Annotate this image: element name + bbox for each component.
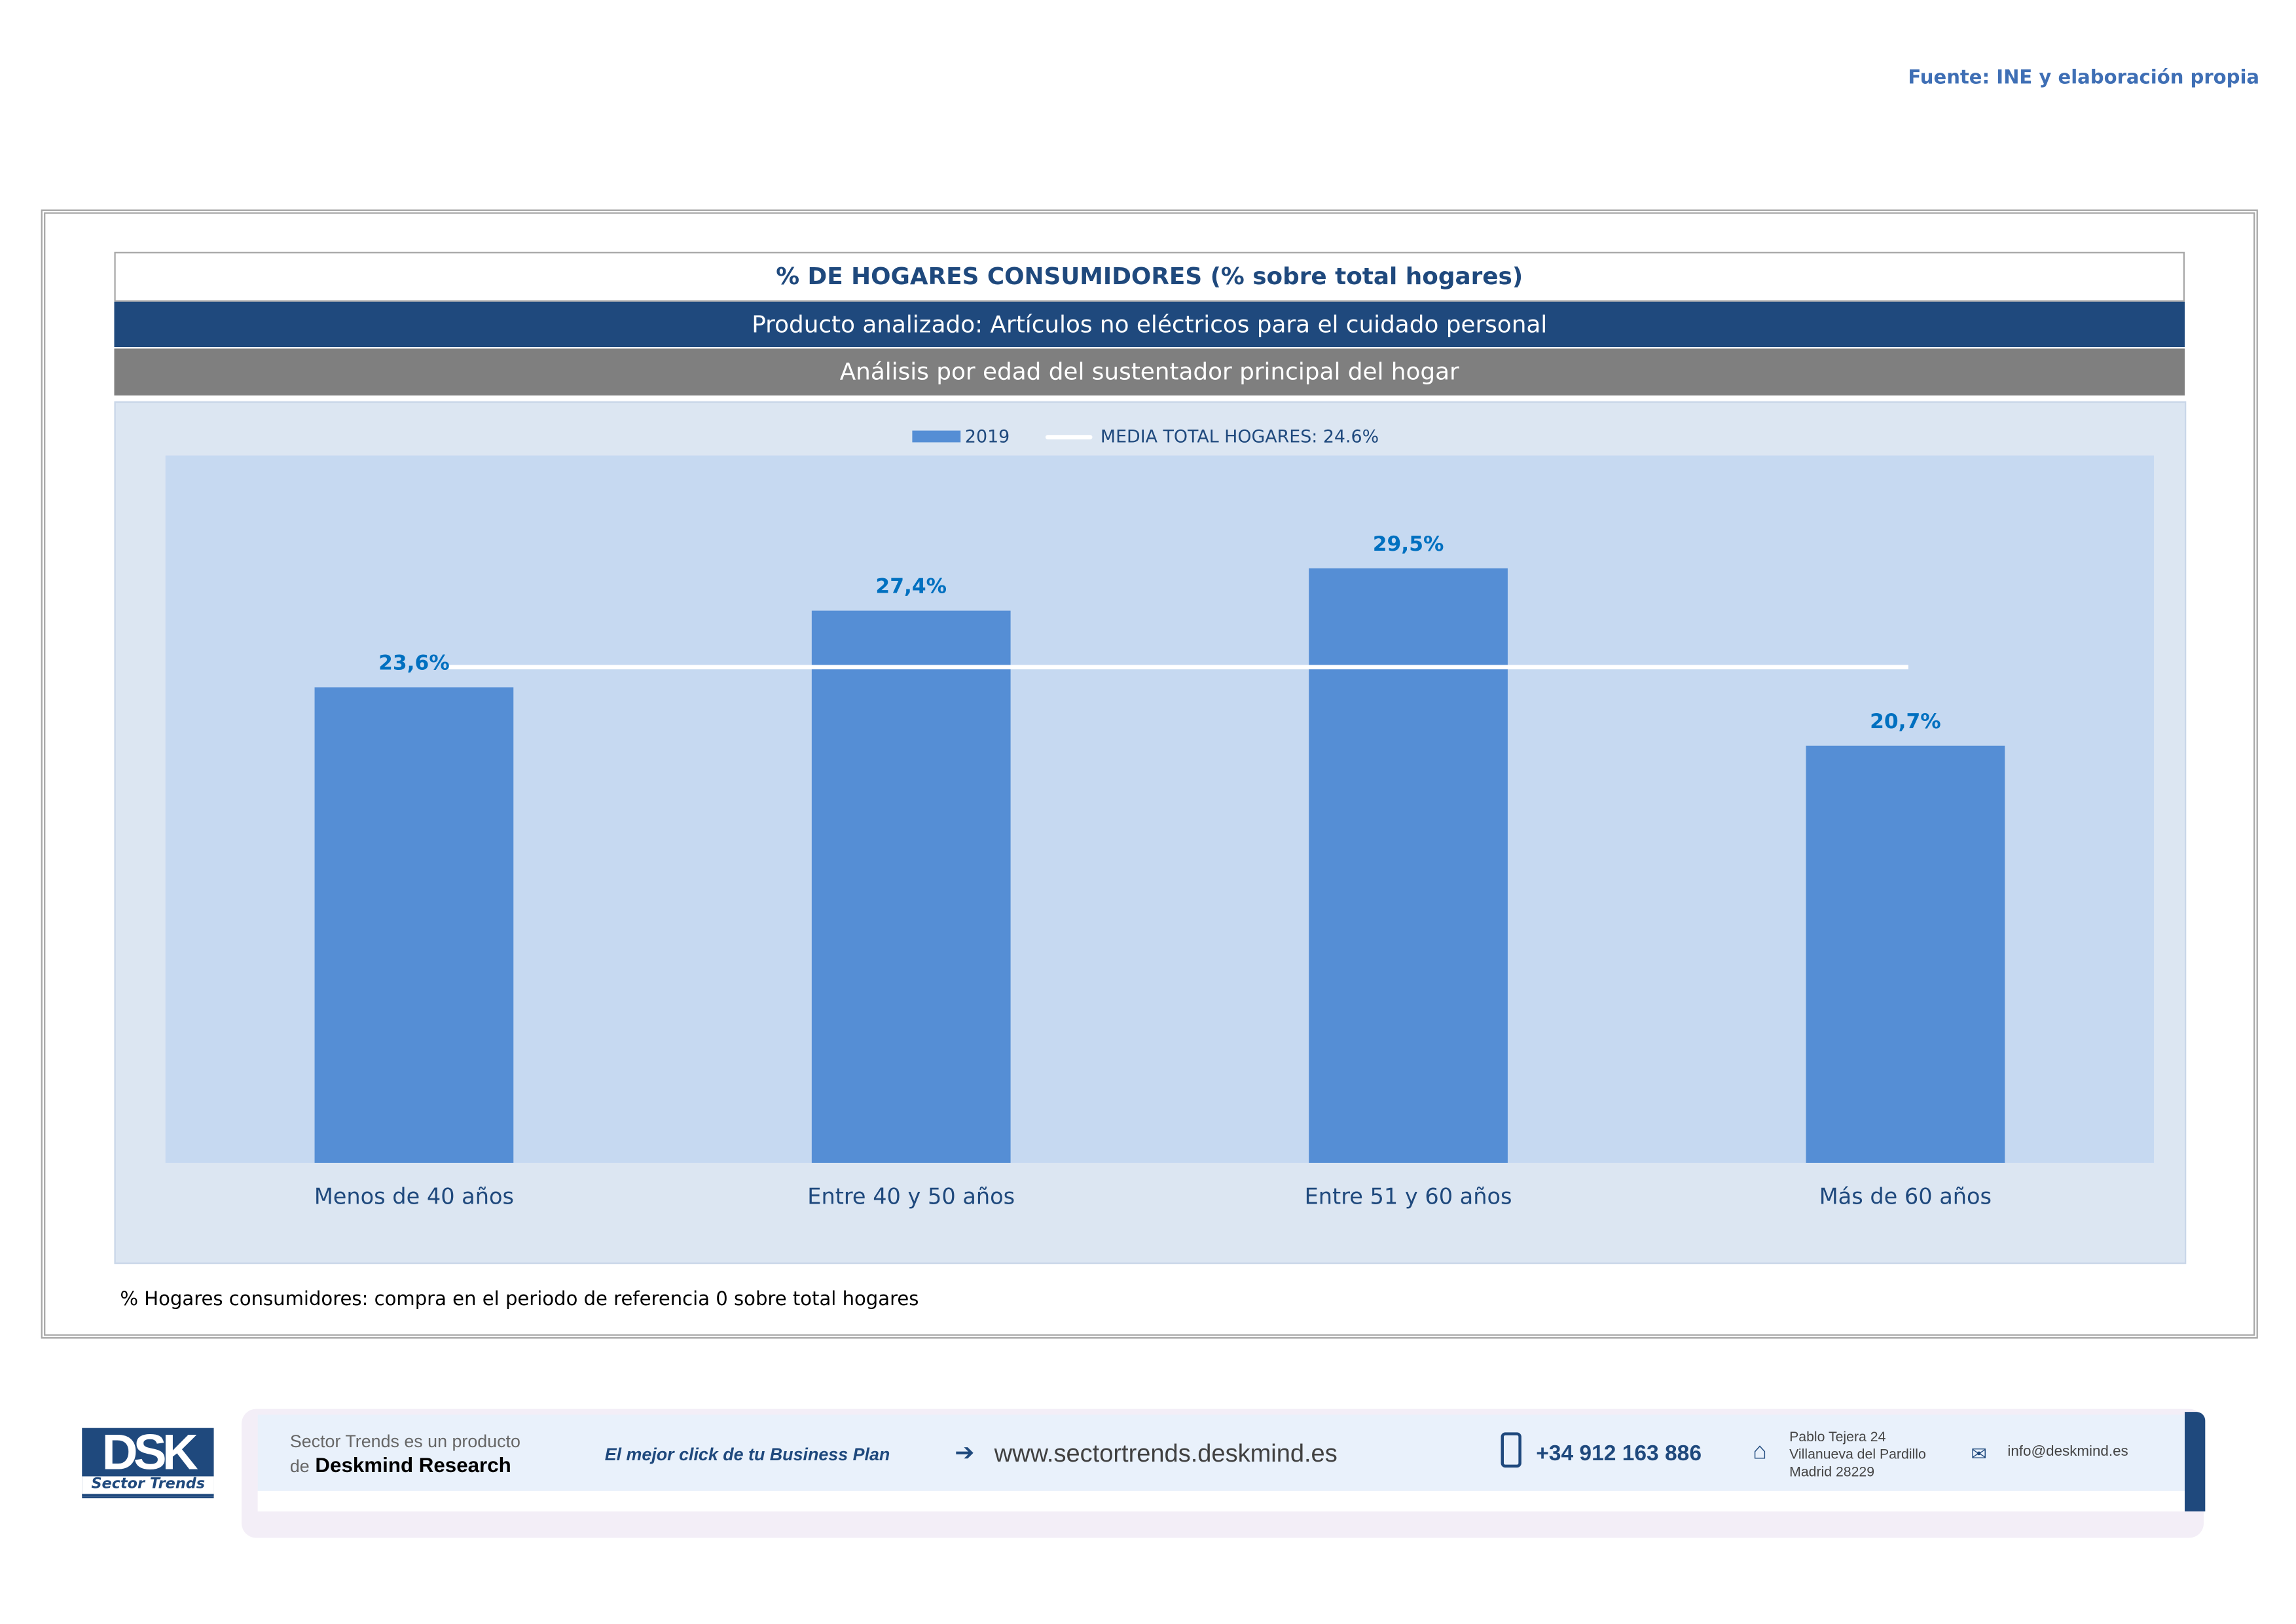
address-line: Villanueva del Pardillo	[1789, 1447, 1926, 1464]
analysis-banner: Análisis por edad del sustentador princi…	[114, 348, 2185, 396]
footer-company: de Deskmind Research	[290, 1453, 511, 1477]
footer-email[interactable]: info@deskmind.es	[2007, 1444, 2128, 1460]
chart-title: % DE HOGARES CONSUMIDORES (% sobre total…	[114, 251, 2185, 302]
legend-label-2019: 2019	[964, 426, 1010, 447]
home-icon: ⌂	[1753, 1439, 1767, 1465]
address-line: Madrid 28229	[1789, 1464, 1875, 1481]
bar	[1309, 568, 1508, 1163]
x-tick-label: Menos de 40 años	[314, 1183, 514, 1209]
data-label: 27,4%	[875, 575, 947, 599]
data-label: 20,7%	[1870, 710, 1941, 733]
phone-icon	[1501, 1432, 1522, 1468]
address-line: Pablo Tejera 24	[1789, 1429, 1886, 1446]
bar	[314, 687, 514, 1163]
source-note: Fuente: INE y elaboración propia	[1908, 67, 2260, 90]
footer-band	[257, 1414, 2185, 1491]
legend-label-media: MEDIA TOTAL HOGARES: 24.6%	[1100, 426, 1379, 447]
arrow-icon: ➔	[955, 1441, 975, 1466]
legend: 2019 MEDIA TOTAL HOGARES: 24.6%	[912, 426, 1379, 447]
logo-subtitle: Sector Trends	[82, 1476, 214, 1497]
footer-slogan: El mejor click de tu Business Plan	[604, 1444, 890, 1465]
data-label: 29,5%	[1373, 532, 1444, 556]
footer-strip	[257, 1490, 2185, 1512]
footer-phone: +34 912 163 886	[1536, 1441, 1702, 1466]
footer-de: de	[289, 1456, 310, 1477]
chart-frame	[41, 209, 2258, 1339]
legend-swatch-media	[1044, 434, 1092, 439]
footer-address: Pablo Tejera 24 Villanueva del Pardillo …	[1789, 1430, 1926, 1483]
bar	[811, 610, 1011, 1163]
product-banner: Producto analizado: Artículos no eléctri…	[114, 301, 2185, 348]
footnote: % Hogares consumidores: compra en el per…	[120, 1289, 919, 1311]
footer-product-line: Sector Trends es un producto	[289, 1431, 520, 1452]
footer-accent	[2185, 1412, 2206, 1512]
legend-swatch-2019	[912, 430, 961, 443]
x-tick-label: Entre 40 y 50 años	[807, 1183, 1015, 1209]
mail-icon: ✉	[1971, 1443, 1987, 1465]
x-tick-label: Entre 51 y 60 años	[1305, 1183, 1512, 1209]
footer-company-name: Deskmind Research	[315, 1452, 511, 1477]
data-label: 23,6%	[378, 652, 450, 675]
footer-website[interactable]: www.sectortrends.deskmind.es	[994, 1439, 1338, 1468]
bar	[1806, 745, 2005, 1163]
x-tick-label: Más de 60 años	[1819, 1183, 1992, 1209]
